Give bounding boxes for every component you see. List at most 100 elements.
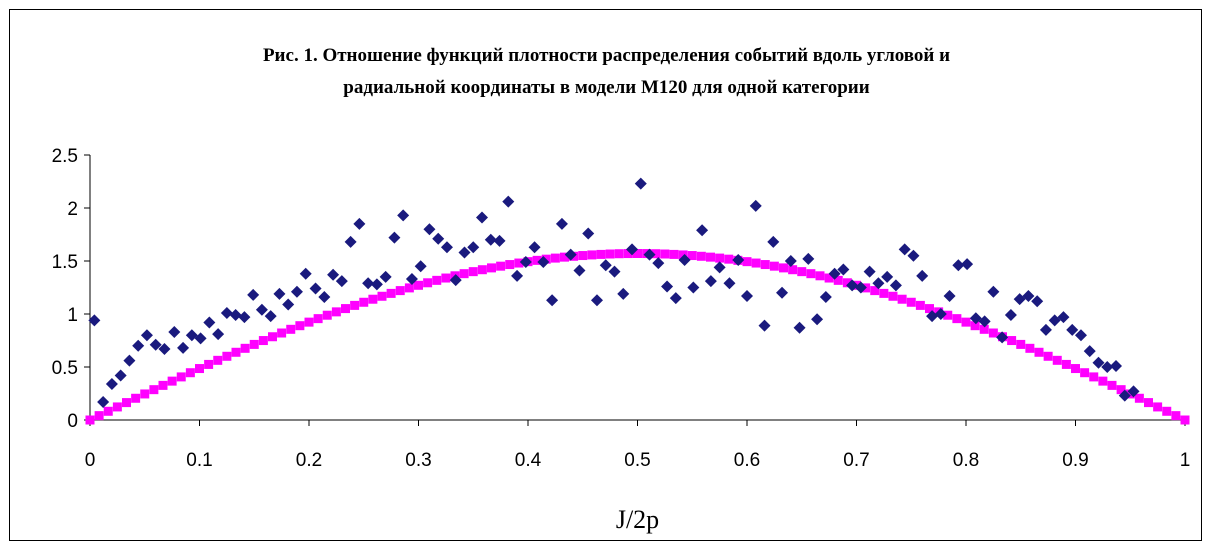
- scatter-point: [123, 354, 136, 367]
- curve-point: [1071, 364, 1080, 374]
- curve-point: [249, 339, 259, 349]
- chart-title-line2: радиальной координаты в модели M120 для …: [343, 77, 870, 98]
- scatter-point: [669, 292, 682, 305]
- scatter-point: [149, 338, 162, 351]
- curve-point: [112, 402, 122, 412]
- scatter-point: [432, 232, 445, 245]
- scatter-point: [264, 310, 277, 323]
- curve-point: [779, 263, 788, 273]
- curve-point: [915, 300, 925, 310]
- scatter-point: [212, 328, 225, 341]
- curve-point: [970, 321, 980, 331]
- x-tick-label: 0.8: [953, 450, 979, 471]
- curve-point: [833, 275, 843, 285]
- scatter-point: [220, 306, 233, 319]
- scatter-point: [132, 339, 145, 352]
- curve-point: [1153, 402, 1163, 412]
- curve-point: [167, 376, 177, 386]
- curve-point: [468, 267, 478, 277]
- scatter-point: [158, 342, 171, 355]
- curve-point: [414, 280, 423, 290]
- curve-point: [1107, 380, 1117, 390]
- scatter-point: [749, 199, 762, 212]
- scatter-point: [934, 308, 947, 320]
- x-tick-label: 0.4: [515, 450, 542, 471]
- curve-point: [514, 258, 524, 268]
- scatter-point: [687, 281, 700, 294]
- scatter-point: [846, 279, 859, 292]
- scatter-point: [370, 278, 383, 291]
- x-axis-label: J/2p: [616, 505, 659, 534]
- curve-point: [979, 324, 989, 334]
- scatter-point: [318, 291, 331, 304]
- scatter-point: [362, 277, 375, 290]
- curve-point: [925, 304, 934, 314]
- scatter-point: [1092, 356, 1105, 369]
- curve-point: [897, 294, 907, 304]
- curve-point: [222, 351, 232, 361]
- chart-frame: Рис. 1. Отношение функций плотности расп…: [9, 9, 1202, 541]
- scatter-point: [335, 275, 348, 288]
- scatter-point: [1039, 323, 1052, 336]
- scatter-point: [573, 264, 586, 277]
- curve-point: [1052, 355, 1062, 365]
- curve-point: [404, 283, 414, 293]
- scatter-point: [889, 279, 902, 292]
- scatter-point: [290, 285, 303, 298]
- curve-point: [1025, 343, 1035, 353]
- chart-title: Рис. 1. Отношение функций плотности расп…: [10, 40, 1203, 104]
- curve-point: [140, 389, 150, 399]
- curve-point: [204, 359, 214, 369]
- scatter-point: [388, 231, 401, 244]
- curve-point: [614, 249, 624, 259]
- curve-point: [550, 253, 560, 263]
- curve-point: [751, 258, 761, 268]
- curve-point: [888, 291, 898, 301]
- curve-point: [368, 294, 378, 304]
- scatter-point: [203, 316, 216, 329]
- scatter-point: [626, 243, 639, 256]
- scatter-point: [484, 233, 497, 246]
- curve-point: [706, 252, 715, 262]
- scatter-point: [1022, 289, 1035, 302]
- curve-point: [496, 261, 506, 271]
- scatter-point: [537, 256, 550, 269]
- scatter-point: [978, 315, 991, 328]
- curve-point: [623, 249, 633, 259]
- scatter-point: [837, 263, 850, 276]
- curve-point: [176, 372, 186, 382]
- chart-title-line1: Рис. 1. Отношение функций плотности расп…: [262, 45, 951, 66]
- scatter-point: [952, 259, 965, 272]
- scatter-point: [546, 294, 559, 307]
- curve-point: [760, 260, 770, 270]
- axes: [84, 154, 1186, 426]
- scatter-point: [344, 235, 357, 248]
- scatter-point: [282, 298, 295, 311]
- curve-point: [240, 343, 250, 353]
- curve-point: [94, 411, 104, 421]
- scatter-point: [564, 248, 577, 261]
- y-tick-label: 2.5: [52, 146, 78, 167]
- scatter-point: [1074, 329, 1087, 342]
- curve-point: [879, 288, 889, 298]
- scatter-point: [467, 241, 480, 254]
- x-tick-label: 0.5: [624, 450, 650, 471]
- scatter-point: [704, 275, 717, 288]
- scatter-point: [440, 241, 453, 254]
- scatter-point: [229, 309, 242, 322]
- scatter-point: [634, 177, 647, 190]
- scatter-point: [1031, 295, 1044, 308]
- scatter-point: [926, 310, 939, 323]
- scatter-point: [819, 291, 832, 304]
- curve-point: [350, 300, 360, 310]
- curve-point: [678, 250, 688, 260]
- curve-point: [477, 265, 487, 275]
- scatter-point: [802, 252, 815, 265]
- scatter-point: [793, 321, 806, 334]
- curve-point: [304, 317, 314, 327]
- scatter-point: [449, 274, 462, 287]
- curve-point: [769, 261, 779, 271]
- scatter-point: [643, 248, 656, 261]
- scatter-point: [713, 261, 726, 274]
- scatter-point: [1083, 345, 1096, 358]
